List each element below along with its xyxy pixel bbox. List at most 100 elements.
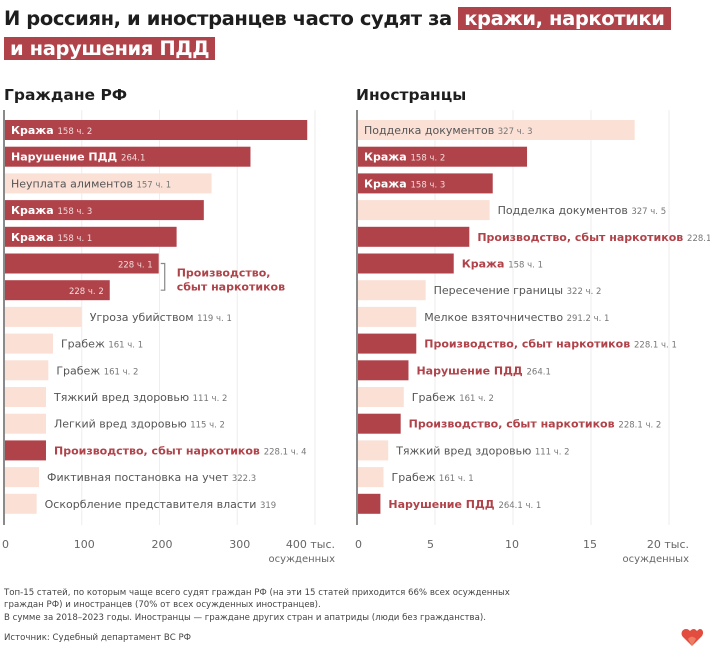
bar-article: 228.1 ч. 4 [687,234,710,244]
bar [4,226,177,247]
x-tick-label: 15 [583,538,597,551]
bar-label: Легкий вред здоровью 115 ч. 2 [54,418,225,431]
bar-label: Неуплата алиментов 157 ч. 1 [11,177,171,190]
footnote-line-1: Топ-15 статей, по которым чаще всего суд… [4,588,510,598]
bar-article: 111 ч. 2 [535,447,570,457]
bar-label: Мелкое взяточничество 291.2 ч. 1 [424,311,609,324]
bar-label: Грабеж 161 ч. 2 [56,364,138,377]
axis-unit: осужденных [623,554,690,565]
bar [357,226,470,247]
tick-label: 0 [2,538,9,551]
bar [4,200,204,221]
tick-label: 0 [355,538,362,551]
bar-label: Грабеж 161 ч. 1 [392,471,474,484]
panel-title-foreigners: Иностранцы [356,86,467,104]
bar [357,146,528,167]
bar [4,280,110,301]
tick-label: 400 тыс. [286,538,335,551]
bar-label: Оскорбление представителя власти 319 [45,498,277,511]
bar-label: Тяжкий вред здоровью 111 ч. 2 [53,391,227,404]
axis-unit: осужденных [269,554,336,565]
bar-category: Кража [11,124,58,137]
bar [4,306,82,327]
bar-category: Нарушение ПДД [416,364,526,377]
tick-label: 200 [152,538,173,551]
tick-label: 100 [74,538,95,551]
bar-category: Производство, сбыт наркотиков [424,338,634,351]
bar [4,493,37,514]
bar-label: Грабеж 161 ч. 1 [61,338,143,351]
bar [357,306,417,327]
bar-article: 322 ч. 2 [567,287,602,297]
tick-label: 5 [427,538,434,551]
bar-article: 327 ч. 5 [631,207,666,217]
bar-article: 161 ч. 2 [104,367,139,377]
footnote: Топ-15 статей, по которым чаще всего суд… [4,587,564,624]
x-tick-label: 100 [74,538,95,551]
bar-category: Фиктивная постановка на учет [47,471,232,484]
bar-label: Кража 158 ч. 3 [11,204,92,217]
bar-article: 115 ч. 2 [190,421,225,431]
bar-label: Грабеж 161 ч. 2 [412,391,494,404]
bar-article: 111 ч. 2 [193,394,228,404]
annotation-line-1: Производство, [177,267,271,280]
x-tick-label: 5 [427,538,434,551]
tick-label: 10 [505,538,519,551]
bar [357,467,384,488]
bar-category: Подделка документов [498,204,632,217]
bar-category: Производство, сбыт наркотиков [477,231,687,244]
bar-label: Пересечение границы 322 ч. 2 [434,284,602,297]
x-axis-unit-label: осужденных [623,554,690,565]
bar-label: 228 ч. 2 [69,287,104,297]
panel-title-citizens: Граждане РФ [4,86,128,104]
bar [4,146,251,167]
bar-article: 319 [260,501,276,511]
footnote-line-2: граждан РФ) и иностранцев (70% от всех о… [4,600,321,611]
bar [357,493,381,514]
bar-article: 119 ч. 1 [197,314,232,324]
bar-article: 161 ч. 1 [108,341,143,351]
bar-article: 228 ч. 2 [69,287,104,297]
bar-article: 228.1 ч. 1 [634,341,677,351]
bar [357,413,401,434]
bar-article: 228.1 ч. 2 [618,421,661,431]
headline: И россиян, и иностранцев часто судят за … [4,4,704,64]
bar-category: Оскорбление представителя власти [45,498,260,511]
tick-label: 20 тыс. [647,538,689,551]
bar [357,173,493,194]
x-tick-label: 0 [2,538,9,551]
bar-category: Грабеж [412,391,459,404]
bar-article: 291.2 ч. 1 [567,314,610,324]
bar-category: Угроза убийством [90,311,197,324]
bar [4,253,159,274]
bar-label: Производство, сбыт наркотиков 228.1 ч. 4 [477,231,710,244]
bar [4,413,46,434]
bar-article: 158 ч. 1 [508,261,543,271]
bar-article: 158 ч. 2 [411,154,446,164]
bar-category: Мелкое взяточничество [424,311,566,324]
x-tick-label: 10 [505,538,519,551]
bar-label: Кража 158 ч. 2 [11,124,92,137]
bar-label: 228 ч. 1 [118,261,153,271]
bar [4,173,212,194]
bar-label: Угроза убийством 119 ч. 1 [90,311,232,324]
x-tick-label: 300 [229,538,250,551]
bar [357,120,635,140]
bar [357,280,426,301]
bar-label: Фиктивная постановка на учет 322.3 [47,471,256,484]
bar-article: 158 ч. 3 [411,180,446,190]
bar-category: Тяжкий вред здоровью [53,391,193,404]
bar-article: 157 ч. 1 [136,180,171,190]
bar [357,360,409,381]
bar-category: Подделка документов [364,124,498,137]
bar-label: Производство, сбыт наркотиков 228.1 ч. 1 [424,338,677,351]
bar [4,333,53,354]
tick-label: 15 [583,538,597,551]
bar-category: Тяжкий вред здоровью [395,444,535,457]
bar-article: 264.1 [121,154,145,164]
bar-article: 264.1 [527,367,551,377]
annotation-text: Производство, [177,267,271,280]
bar-category: Кража [11,231,58,244]
x-tick-label: 0 [355,538,362,551]
bar-article: 158 ч. 3 [58,207,93,217]
